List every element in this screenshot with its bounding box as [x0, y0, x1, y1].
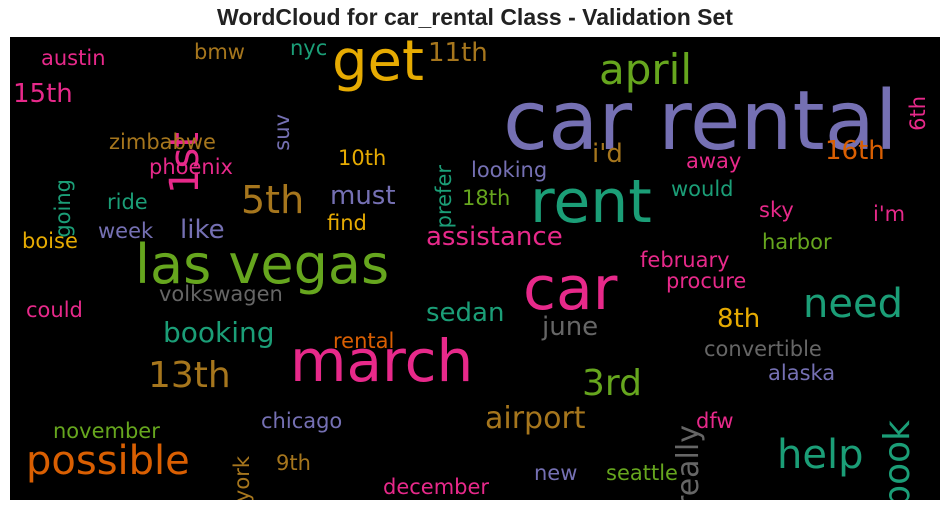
- word-3rd: 3rd: [582, 363, 642, 404]
- word-11th: 11th: [428, 38, 488, 68]
- word-seattle: seattle: [606, 461, 678, 485]
- word-austin: austin: [41, 46, 106, 70]
- word-looking: looking: [471, 158, 548, 182]
- wordcloud-canvas: car rental rent car march las vegas get april p…: [10, 37, 940, 500]
- word-16th: 16th: [825, 136, 885, 166]
- word-could: could: [26, 298, 83, 322]
- word-convertible: convertible: [704, 337, 822, 361]
- word-9th: 9th: [276, 451, 311, 475]
- word-sky: sky: [759, 198, 794, 222]
- word-boise: boise: [22, 229, 78, 253]
- word-car: car: [523, 254, 618, 324]
- word-harbor: harbor: [762, 230, 832, 254]
- word-chicago: chicago: [261, 409, 343, 433]
- word-away: away: [686, 149, 742, 173]
- word-10th: 10th: [338, 146, 387, 170]
- word-airport: airport: [485, 401, 586, 436]
- word-june: june: [542, 312, 599, 342]
- word-las-vegas: las vegas: [135, 233, 390, 296]
- word-car-rental: car rental: [503, 74, 898, 169]
- word-march: march: [290, 327, 474, 395]
- word-i-d: i'd: [592, 139, 623, 169]
- word-booking: booking: [163, 316, 275, 349]
- word-6th: 6th: [906, 96, 930, 131]
- word-would: would: [671, 177, 734, 201]
- word-13th: 13th: [148, 355, 231, 396]
- word-rental: rental: [333, 329, 395, 353]
- word-need: need: [803, 281, 903, 327]
- word-must: must: [330, 181, 396, 211]
- word-i-m: i'm: [873, 202, 906, 226]
- word-phoenix: phoenix: [149, 155, 233, 179]
- word-sedan: sedan: [426, 298, 505, 328]
- word-dfw: dfw: [696, 409, 734, 433]
- word-ride: ride: [107, 190, 148, 214]
- word-rent: rent: [530, 167, 652, 237]
- word-november: november: [53, 419, 160, 443]
- word-zimbabwe: zimbabwe: [109, 130, 216, 154]
- word-new: new: [534, 461, 578, 485]
- word-december: december: [383, 475, 490, 499]
- word-find: find: [327, 211, 367, 235]
- word-assistance: assistance: [426, 222, 563, 252]
- word-april: april: [599, 45, 693, 94]
- word-really: really: [671, 425, 706, 500]
- word-nyc: nyc: [290, 37, 328, 60]
- word-15th: 15th: [13, 79, 73, 109]
- chart-title: WordCloud for car_rental Class - Validat…: [217, 4, 733, 30]
- word-5th: 5th: [241, 178, 305, 222]
- word-york: york: [230, 456, 254, 500]
- word-week: week: [98, 219, 154, 243]
- word-alaska: alaska: [768, 361, 836, 385]
- word-8th: 8th: [717, 304, 761, 334]
- word-prefer: prefer: [432, 165, 456, 229]
- word-possible: possible: [26, 438, 190, 484]
- word-like: like: [180, 215, 225, 245]
- word-february: february: [640, 248, 730, 272]
- word-procure: procure: [666, 269, 747, 293]
- word-18th: 18th: [462, 186, 511, 210]
- word-suv: suv: [270, 114, 294, 151]
- word-bmw: bmw: [194, 40, 245, 64]
- word-volkswagen: volkswagen: [159, 282, 283, 306]
- word-book: book: [877, 420, 918, 500]
- word-help: help: [777, 432, 864, 478]
- word-get: get: [332, 37, 424, 94]
